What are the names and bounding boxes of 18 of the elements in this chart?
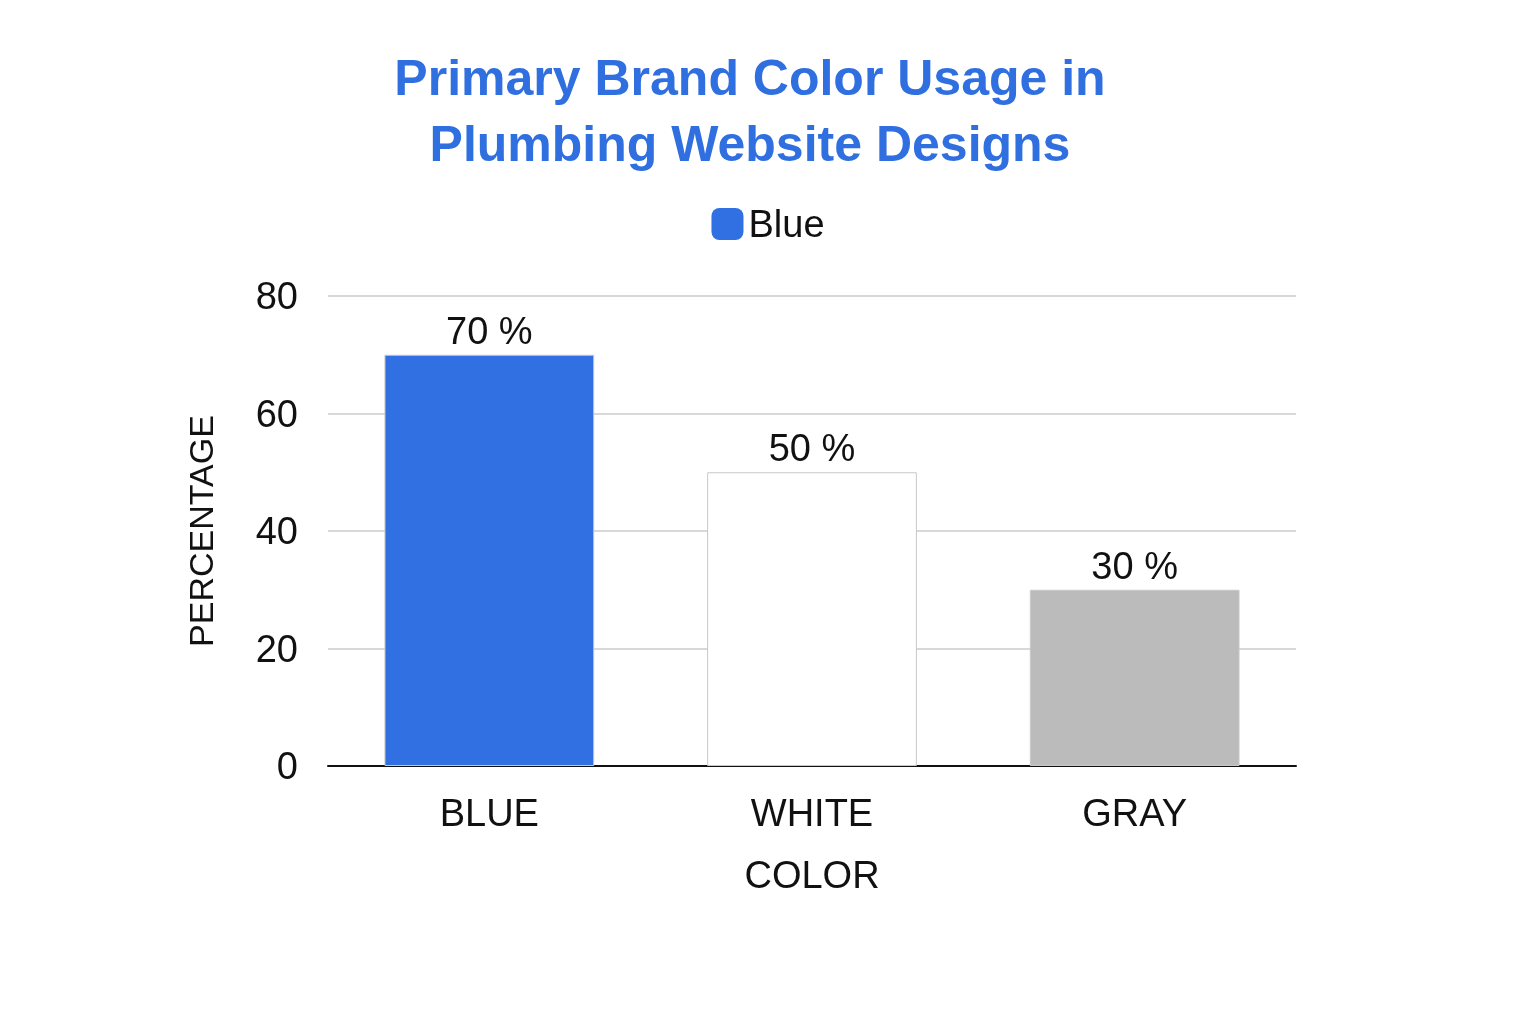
- bar: [707, 472, 917, 766]
- y-axis-title: PERCENTAGE: [182, 415, 220, 647]
- y-tick-label: 20: [255, 627, 298, 670]
- x-axis-title: COLOR: [744, 854, 880, 896]
- x-tick-label: BLUE: [439, 792, 539, 834]
- bar: [1029, 589, 1240, 766]
- x-tick-label: WHITE: [750, 792, 874, 834]
- y-tick-label: 60: [255, 392, 298, 435]
- data-label: 70 %: [446, 309, 533, 352]
- x-tick-label: GRAY: [1082, 792, 1188, 834]
- y-tick-label: 80: [255, 275, 298, 317]
- data-label: 50 %: [768, 427, 856, 470]
- data-label: 30 %: [1091, 544, 1178, 587]
- y-tick-label: 40: [255, 510, 298, 552]
- y-tick-label: 0: [276, 745, 298, 787]
- chart-title: Primary Brand Color Usage in Plumbing Website Designs: [394, 50, 1106, 172]
- bar: [384, 354, 595, 766]
- legend-label: Blue: [748, 203, 825, 245]
